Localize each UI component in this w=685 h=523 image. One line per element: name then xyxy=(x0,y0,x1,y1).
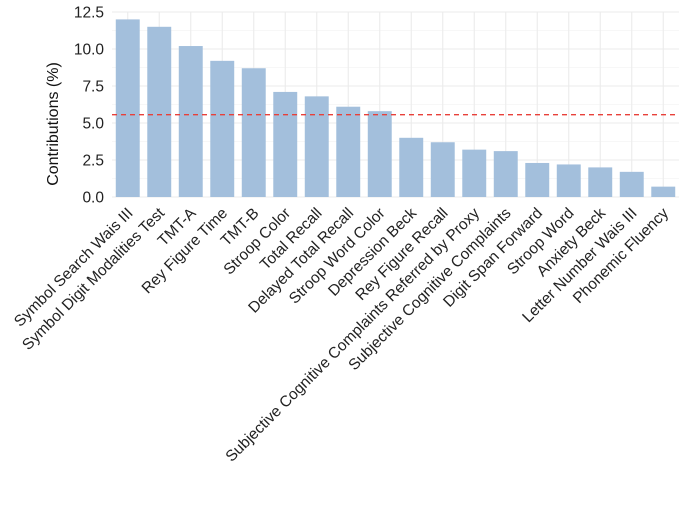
bar-symbol-digit-modalities-test xyxy=(147,26,172,197)
bar-stroop-word xyxy=(556,164,581,197)
bar-stroop-word-color xyxy=(367,111,392,197)
y-tick-label: 2.5 xyxy=(82,153,104,170)
bar-anxiety-beck xyxy=(588,167,613,197)
y-tick-labels: 0.0 2.5 5.0 7.5 10.0 12.5 xyxy=(74,5,105,207)
bar-total-recall xyxy=(304,96,329,197)
bar-rey-figure-time xyxy=(210,60,235,198)
bar-depression-beck xyxy=(399,137,424,197)
bar-symbol-search-wais-iii xyxy=(115,19,140,198)
bar-letter-number-wais-iii xyxy=(619,171,644,197)
bars xyxy=(115,19,676,198)
bar-stroop-color xyxy=(273,91,298,197)
bar-delayed-total-recall xyxy=(336,106,361,197)
y-tick-label: 7.5 xyxy=(82,79,104,96)
y-tick-label: 0.0 xyxy=(82,190,104,207)
y-axis-title: Contributions (%) xyxy=(45,62,62,186)
y-tick-label: 12.5 xyxy=(74,5,104,22)
bar-digit-span-forward xyxy=(525,162,550,197)
bar-tmt-b xyxy=(241,68,266,198)
y-tick-label: 5.0 xyxy=(82,116,104,133)
bar-subjective-cognitive-complaints xyxy=(493,151,518,197)
bar-subjective-cognitive-complaints-referred-by-proxy xyxy=(462,149,487,197)
bar-tmt-a xyxy=(178,46,203,197)
y-tick-label: 10.0 xyxy=(74,42,105,59)
x-tick-label: Symbol Search Wais III xyxy=(11,205,137,331)
bar-rey-figure-recall xyxy=(430,142,455,197)
bar-phonemic-fluency xyxy=(651,186,676,197)
